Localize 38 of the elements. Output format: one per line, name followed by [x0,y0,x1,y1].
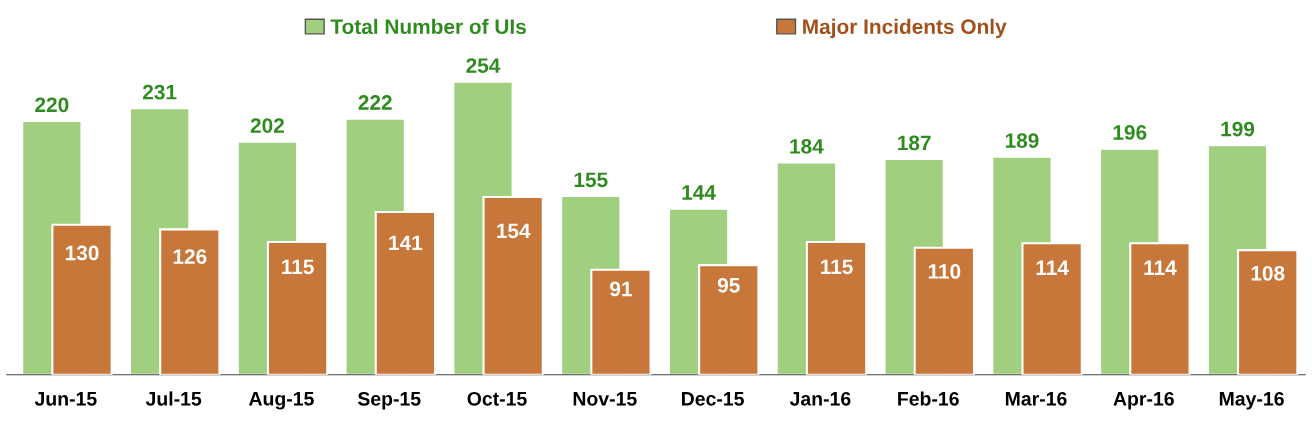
x-tick-label: Sep-15 [357,391,421,410]
data-label: 196 [1113,125,1147,140]
data-label: 126 [173,249,207,265]
data-label: 115 [282,259,314,275]
x-tick-label: Jan-16 [789,391,851,406]
data-label: 187 [898,135,931,151]
data-label: 222 [358,95,392,110]
data-label: 154 [497,223,531,239]
x-tick-label: Dec-15 [682,392,744,406]
data-label: 91 [610,281,632,297]
data-label: 254 [466,58,501,73]
data-label: 108 [1251,265,1285,281]
x-tick-label: Nov-15 [573,392,637,406]
x-tick-label: Jun-15 [34,392,97,406]
data-label: 95 [717,277,740,293]
data-label: 199 [1221,121,1255,137]
data-label: 144 [682,185,716,200]
data-label: 184 [790,138,824,154]
data-label: 231 [142,84,177,100]
x-tick-label: Aug-15 [248,392,314,410]
data-label: 202 [250,118,284,133]
data-label: 220 [35,97,69,113]
data-label: 141 [389,235,423,250]
x-tick-label: Apr-16 [1113,391,1174,410]
data-label: 130 [65,245,99,261]
data-label: 114 [1144,260,1177,275]
legend-label: Major Incidents Only [803,18,1007,39]
x-tick-label: Jul-15 [145,391,202,406]
data-label: 155 [574,172,608,188]
x-tick-label: Mar-16 [1005,391,1067,406]
x-tick-label: Oct-15 [467,391,527,406]
legend-label: Total Number of UIs [330,18,526,35]
x-tick-label: May-16 [1219,391,1284,410]
data-label: 114 [1036,260,1069,275]
data-label: 110 [928,264,961,279]
x-tick-label: Feb-16 [898,391,959,406]
data-label: 115 [821,259,853,275]
data-label: 189 [1005,133,1039,148]
